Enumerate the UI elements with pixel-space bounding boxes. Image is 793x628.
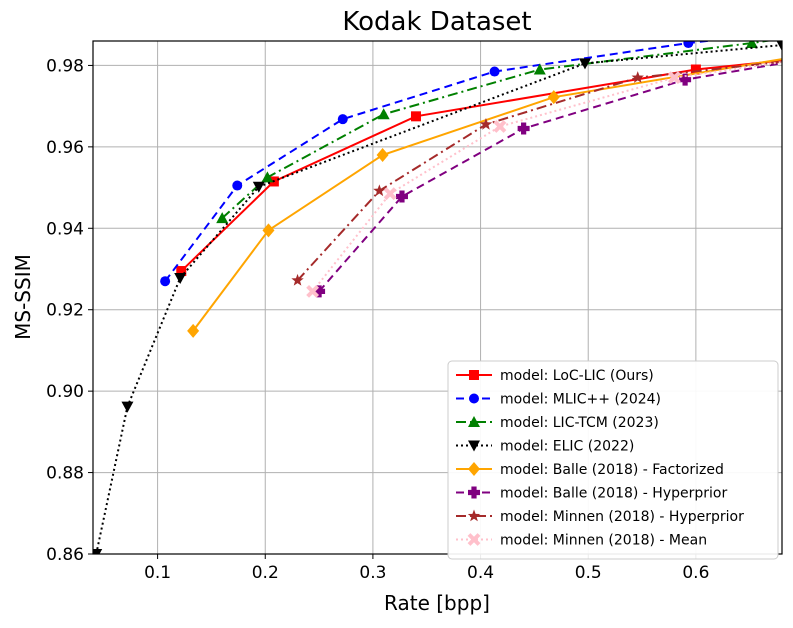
data-point-series-4 [578,58,591,70]
data-point-series-8-stroke [306,284,320,298]
legend-label: model: Balle (2018) - Hyperprior [500,486,727,502]
y-tick-label: 0.98 [46,56,84,76]
data-point-series-4 [776,41,782,52]
data-point-series-8 [493,120,507,133]
legend-box [447,360,779,560]
legend-marker-stroke [467,533,481,546]
data-point-series-3 [261,171,274,183]
legend-label: model: MLIC++ (2024) [500,392,661,408]
data-point-series-6 [517,122,530,135]
data-point-series-8 [667,71,681,85]
legend-label: model: Balle (2018) - Factorized [500,462,724,478]
data-point-series-3 [533,63,546,75]
series-layer [93,41,782,554]
data-point-series-1 [176,266,187,277]
data-point-series-1 [690,64,701,75]
data-point-series-3 [377,108,390,120]
x-tick-label: 0.6 [682,563,709,583]
grid [93,41,782,555]
y-axis-label: MS-SSIM [11,254,35,340]
data-point-series-5 [376,148,389,162]
x-tick-label: 0.5 [575,563,602,583]
data-point-series-3 [216,212,229,224]
data-point-series-1 [410,111,421,122]
y-tick-label: 0.96 [46,138,84,158]
data-point-series-6 [313,285,326,298]
data-point-series-8-stroke [667,71,681,85]
legend-marker [469,370,479,380]
y-tick-label: 0.92 [46,301,84,321]
legend-marker [467,533,481,546]
legend-label: model: LIC-TCM (2023) [500,415,659,431]
data-point-series-8-stroke [383,187,397,201]
data-point-series-2 [683,41,694,49]
data-point-series-3 [745,41,758,49]
data-point-series-7 [479,117,493,130]
data-point-series-5 [187,323,200,338]
data-point-series-7 [291,273,304,286]
data-point-series-8 [383,187,397,201]
legend-label: model: Minnen (2018) - Mean [500,533,707,549]
x-tick-label: 0.3 [359,563,386,583]
legend-label: model: LoC-LIC (Ours) [500,368,654,384]
chart-title: Kodak Dataset [342,7,531,37]
series-line-3 [221,41,773,219]
data-point-series-4 [93,549,103,554]
data-point-series-5 [262,223,275,238]
data-point-series-2 [337,114,348,125]
plot-frame [92,40,783,555]
legend-marker [468,440,480,452]
x-tick-label: 0.4 [467,563,494,583]
y-tick-label: 0.94 [46,219,84,239]
data-point-series-2 [160,276,171,287]
y-tick-label: 0.90 [46,382,84,402]
legend: model: LoC-LIC (Ours) model: MLIC++ (2024… [447,360,779,560]
legend-marker [468,486,480,499]
data-point-series-6 [395,190,408,203]
data-point-series-4 [121,401,134,413]
data-point-series-8 [306,284,320,298]
y-tick-label: 0.86 [46,545,84,565]
data-point-series-7 [631,71,644,83]
legend-marker [467,509,481,522]
axis-ticks: 0.1 0.2 0.3 0.4 0.5 0.6 0.86 0.88 0.90 0.92 0.94 0.… [46,56,709,583]
data-point-series-6 [679,73,692,86]
data-point-series-2 [489,66,500,77]
legend-label: model: Minnen (2018) - Hyperprior [500,509,744,525]
series-line-4 [95,44,782,554]
data-point-series-4 [174,272,187,284]
legend-marker [468,462,480,476]
legend-label: model: ELIC (2022) [500,439,634,455]
data-point-series-7 [373,184,386,197]
data-point-series-5 [547,90,560,105]
legend-marker [468,416,480,427]
y-tick-label: 0.88 [46,464,84,484]
legend-marker [469,393,479,404]
x-tick-label: 0.2 [252,563,279,583]
x-tick-label: 0.1 [144,563,171,583]
data-point-series-4 [252,181,265,193]
data-point-series-2 [232,180,243,191]
x-axis-label: Rate [bpp] [384,591,490,615]
data-point-series-8-stroke [493,120,507,133]
